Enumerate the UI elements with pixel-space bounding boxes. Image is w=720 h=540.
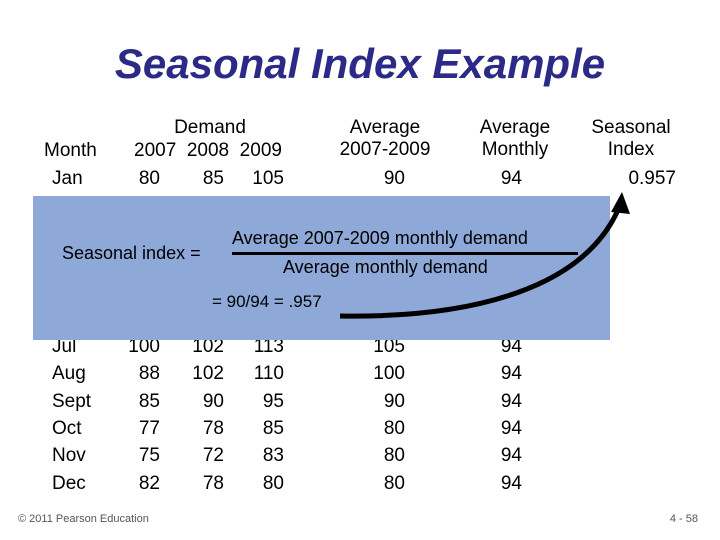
month-cell: Oct — [52, 418, 82, 439]
header-seasonal-1: Seasonal — [591, 117, 671, 138]
demand-2008-cell: 90 — [202, 391, 224, 412]
demand-2009-cell: 83 — [262, 445, 284, 466]
demand-2007-cell: 82 — [138, 473, 160, 494]
demand-2008-cell: 102 — [192, 336, 224, 357]
header-years: 2007 2008 2009 — [134, 140, 282, 161]
demand-2007-cell: 75 — [138, 445, 160, 466]
header-avg-monthly-1: Average — [479, 117, 551, 138]
demand-2007-cell: 77 — [138, 418, 160, 439]
demand-2007-cell: 100 — [128, 336, 160, 357]
average-cell: 80 — [383, 473, 405, 494]
month-cell: Sept — [52, 391, 92, 412]
month-cell: Nov — [52, 445, 86, 466]
average-cell: 105 — [373, 336, 405, 357]
demand-2008-cell: 102 — [192, 363, 224, 384]
demand-2009-cell: 105 — [252, 168, 284, 189]
demand-2009-cell: 113 — [253, 336, 284, 357]
demand-2009-cell: 85 — [262, 418, 284, 439]
formula-result: = 90/94 = .957 — [212, 292, 322, 311]
demand-2009-cell: 95 — [262, 391, 284, 412]
copyright: © 2011 Pearson Education — [18, 513, 149, 525]
average-cell: 80 — [383, 445, 405, 466]
header-average-1: Average — [349, 117, 421, 138]
average-monthly-cell: 94 — [500, 336, 522, 357]
average-monthly-cell: 94 — [500, 473, 522, 494]
demand-2008-cell: 72 — [202, 445, 224, 466]
slide-title: Seasonal Index Example — [114, 40, 606, 87]
formula-numerator: Average 2007-2009 monthly demand — [232, 228, 528, 248]
demand-2007-cell: 85 — [138, 391, 160, 412]
demand-2009-cell: 80 — [262, 473, 284, 494]
demand-2007-cell: 80 — [138, 168, 160, 189]
formula-denominator: Average monthly demand — [283, 257, 488, 277]
page-number: 4 - 58 — [669, 513, 698, 525]
average-monthly-cell: 94 — [500, 418, 522, 439]
header-demand: Demand — [174, 117, 246, 138]
month-cell: Jul — [52, 336, 77, 357]
month-cell: Dec — [52, 473, 86, 494]
average-monthly-cell: 94 — [500, 363, 522, 384]
average-cell: 100 — [373, 363, 405, 384]
header-average-2: 2007-2009 — [339, 139, 431, 160]
header-seasonal-2: Index — [607, 139, 655, 160]
header-month: Month — [44, 140, 97, 161]
month-cell: Jan — [52, 168, 83, 189]
fraction-bar — [232, 252, 578, 255]
average-cell: 80 — [383, 418, 405, 439]
seasonal-index-cell: 0.957 — [628, 168, 676, 189]
demand-2007-cell: 88 — [138, 363, 160, 384]
average-monthly-cell: 94 — [500, 168, 522, 189]
demand-2009-cell: 110 — [253, 363, 284, 384]
average-monthly-cell: 94 — [500, 445, 522, 466]
average-cell: 90 — [383, 168, 405, 189]
demand-2008-cell: 78 — [202, 418, 224, 439]
average-monthly-cell: 94 — [500, 391, 522, 412]
header-avg-monthly-2: Monthly — [481, 139, 549, 160]
demand-2008-cell: 78 — [202, 473, 224, 494]
demand-2008-cell: 85 — [202, 168, 224, 189]
formula-label: Seasonal index = — [62, 243, 201, 263]
average-cell: 90 — [383, 391, 405, 412]
month-cell: Aug — [52, 363, 86, 384]
